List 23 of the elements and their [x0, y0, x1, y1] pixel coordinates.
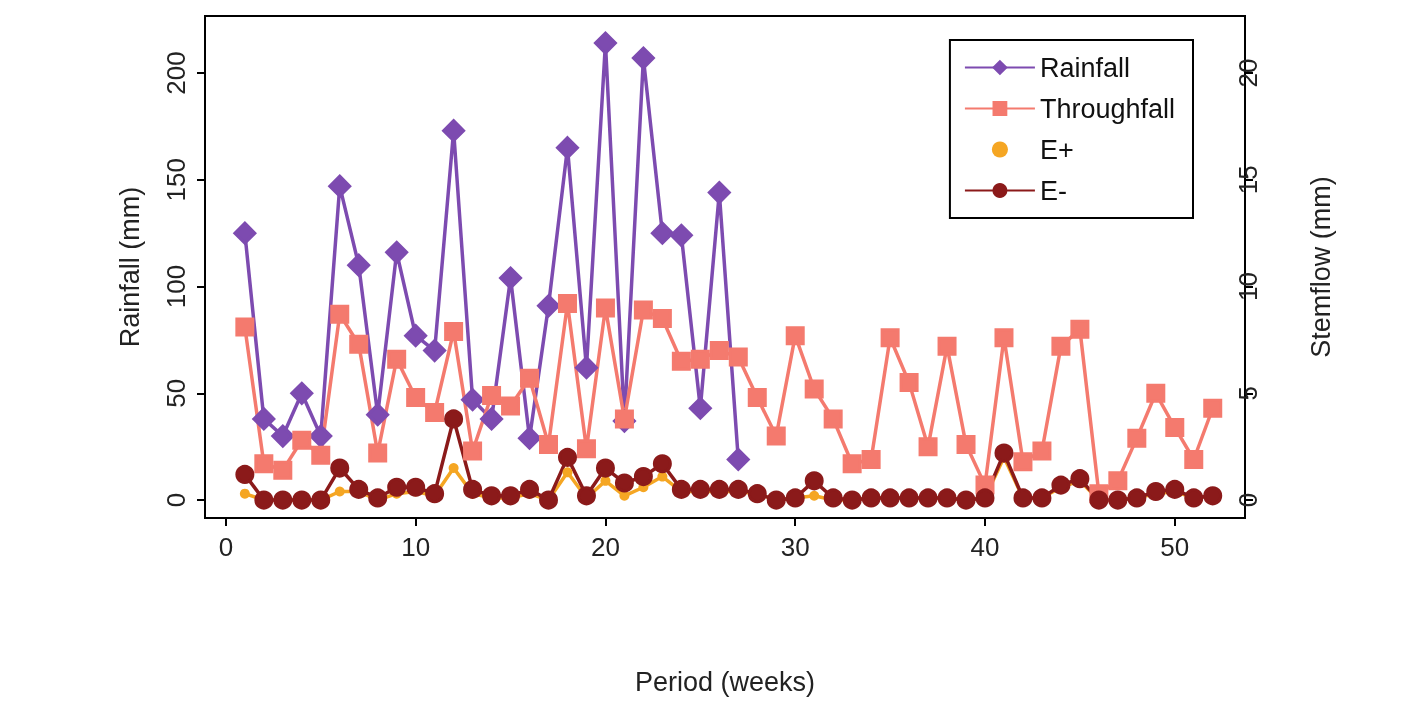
- legend-label: E-: [1039, 175, 1067, 206]
- y-tick-label: 150: [161, 158, 191, 202]
- y-tick-label: 50: [161, 378, 191, 408]
- x-tick-label: 0: [218, 532, 234, 562]
- y-axis-title: Rainfall (mm): [114, 186, 145, 348]
- y2-tick-label: 10: [1233, 272, 1263, 301]
- x-tick-label: 20: [590, 532, 620, 562]
- y2-axis-title: Stemflow (mm): [1305, 176, 1336, 358]
- x-tick-label: 30: [780, 532, 810, 562]
- y2-tick-label: 5: [1233, 386, 1263, 401]
- y2-tick-label: 20: [1233, 58, 1263, 88]
- y2-tick-label: 15: [1233, 165, 1263, 195]
- legend-label: E+: [1039, 134, 1074, 165]
- y-tick-label: 100: [161, 264, 191, 309]
- x-tick-label: 40: [970, 532, 1000, 562]
- legend-label: Throughfall: [1039, 93, 1176, 124]
- x-tick-label: 50: [1160, 532, 1190, 562]
- x-axis-title: Period (weeks): [634, 666, 816, 697]
- y2-tick-label: 0: [1233, 492, 1263, 508]
- legend-label: Rainfall: [1039, 52, 1130, 83]
- y-tick-label: 200: [161, 51, 191, 95]
- y-tick-label: 0: [161, 492, 191, 508]
- x-tick-label: 10: [401, 532, 431, 562]
